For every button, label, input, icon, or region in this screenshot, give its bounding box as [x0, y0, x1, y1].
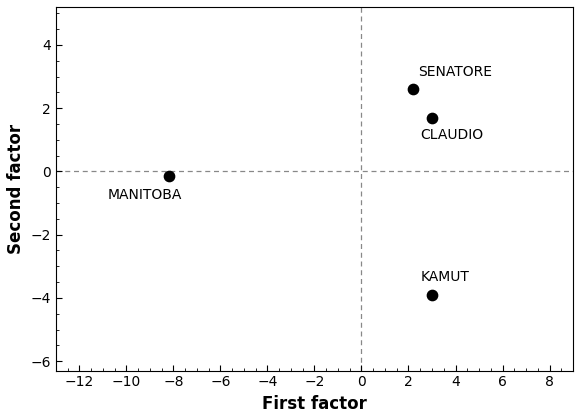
Y-axis label: Second factor: Second factor	[7, 124, 25, 254]
Point	[427, 114, 437, 121]
Text: CLAUDIO: CLAUDIO	[420, 128, 483, 142]
Point	[164, 173, 173, 179]
Point	[427, 291, 437, 298]
Point	[408, 86, 418, 92]
Text: MANITOBA: MANITOBA	[107, 188, 182, 202]
X-axis label: First factor: First factor	[262, 395, 367, 413]
Text: KAMUT: KAMUT	[420, 270, 469, 284]
Text: SENATORE: SENATORE	[418, 65, 492, 79]
